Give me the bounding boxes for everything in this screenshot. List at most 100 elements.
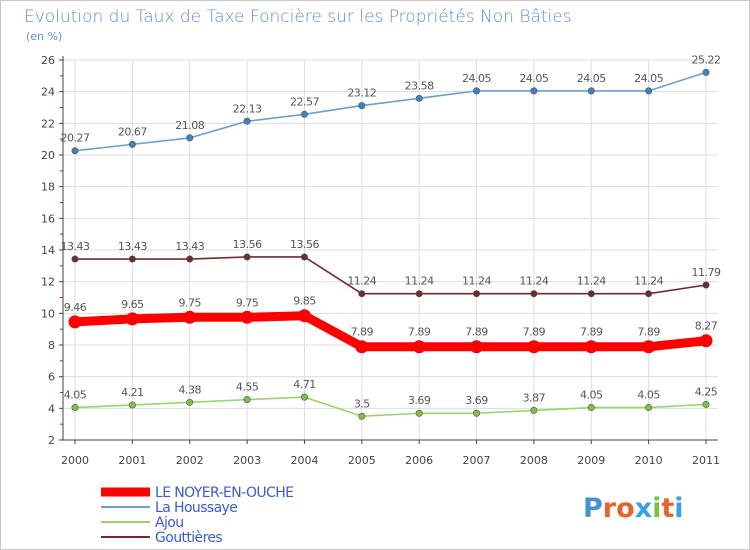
- y-tick-label: 2: [48, 434, 55, 447]
- data-point-ajou: [702, 400, 710, 408]
- data-point-le-noyer-en-ouche: [240, 310, 254, 324]
- data-point-ajou: [358, 412, 366, 420]
- data-point-ajou: [645, 404, 653, 412]
- data-label-ajou: 4.71: [293, 378, 316, 391]
- data-point-le-noyer-en-ouche: [527, 340, 541, 354]
- x-tick-label: 2008: [520, 454, 548, 467]
- x-tick-label: 2000: [61, 454, 89, 467]
- data-label-la-houssaye: 24.05: [519, 72, 548, 85]
- data-point-la-houssaye: [645, 87, 653, 95]
- data-point-ajou: [530, 406, 538, 414]
- x-tick-label: 2011: [692, 454, 720, 467]
- logo-letter: i: [652, 493, 661, 524]
- data-point-goutti-res: [473, 290, 481, 298]
- data-point-la-houssaye: [587, 87, 595, 95]
- legend-label: Gouttières: [155, 530, 222, 546]
- data-label-la-houssaye: 23.58: [405, 79, 434, 92]
- data-label-ajou: 4.05: [580, 389, 603, 402]
- data-point-le-noyer-en-ouche: [470, 340, 484, 354]
- data-point-goutti-res: [530, 290, 538, 298]
- data-label-le-noyer-en-ouche: 9.46: [64, 301, 87, 314]
- y-tick-label: 10: [41, 307, 55, 320]
- data-point-le-noyer-en-ouche: [412, 340, 426, 354]
- logo-letter: o: [616, 493, 635, 524]
- data-point-la-houssaye: [473, 87, 481, 95]
- data-label-ajou: 4.25: [695, 385, 718, 398]
- data-point-ajou: [415, 409, 423, 417]
- chart-subtitle: (en %): [26, 30, 62, 43]
- y-tick-label: 14: [41, 244, 55, 257]
- x-tick-label: 2010: [635, 454, 663, 467]
- data-point-la-houssaye: [128, 140, 136, 148]
- data-label-la-houssaye: 22.13: [233, 102, 262, 115]
- series: [68, 68, 713, 420]
- data-point-la-houssaye: [300, 110, 308, 118]
- data-label-le-noyer-en-ouche: 8.27: [695, 320, 718, 333]
- series-line-goutti-res: [74, 256, 707, 295]
- data-label-goutti-res: 11.24: [577, 275, 606, 288]
- data-label-goutti-res: 11.79: [692, 266, 721, 279]
- data-point-goutti-res: [300, 253, 308, 261]
- data-point-goutti-res: [243, 253, 251, 261]
- logo-letter: i: [674, 493, 683, 524]
- data-point-ajou: [243, 396, 251, 404]
- data-point-la-houssaye: [358, 102, 366, 110]
- y-tick-label: 4: [48, 402, 55, 415]
- data-label-la-houssaye: 20.67: [118, 125, 147, 138]
- logo-letter: x: [635, 493, 652, 524]
- data-label-ajou: 4.05: [64, 389, 87, 402]
- data-label-ajou: 4.55: [236, 381, 259, 394]
- data-label-goutti-res: 11.24: [634, 275, 663, 288]
- data-label-la-houssaye: 23.12: [347, 87, 376, 100]
- grid: [63, 59, 718, 441]
- data-label-la-houssaye: 25.22: [692, 53, 721, 66]
- data-label-le-noyer-en-ouche: 7.89: [351, 326, 374, 339]
- data-point-goutti-res: [128, 255, 136, 263]
- data-point-goutti-res: [358, 290, 366, 298]
- proxiti-logo-text: Proxiti: [583, 493, 684, 524]
- data-label-le-noyer-en-ouche: 7.89: [408, 326, 431, 339]
- x-tick-label: 2009: [577, 454, 605, 467]
- data-point-goutti-res: [645, 290, 653, 298]
- data-label-goutti-res: 13.43: [118, 240, 147, 253]
- x-tick-label: 2001: [118, 454, 146, 467]
- data-label-ajou: 4.05: [637, 389, 660, 402]
- data-label-le-noyer-en-ouche: 7.89: [637, 326, 660, 339]
- y-tick-label: 24: [41, 86, 55, 99]
- data-label-ajou: 3.69: [465, 394, 488, 407]
- data-point-le-noyer-en-ouche: [68, 315, 82, 329]
- y-tick-label: 18: [41, 181, 55, 194]
- data-point-ajou: [587, 404, 595, 412]
- data-point-la-houssaye: [186, 134, 194, 142]
- x-tick-label: 2002: [176, 454, 204, 467]
- logo-letter: r: [603, 493, 617, 524]
- data-label-ajou: 4.21: [121, 386, 144, 399]
- data-label-goutti-res: 13.56: [233, 238, 262, 251]
- data-label-la-houssaye: 22.57: [290, 95, 319, 108]
- legend-label: La Houssaye: [155, 500, 237, 516]
- y-tick-label: 20: [41, 149, 55, 162]
- data-point-la-houssaye: [530, 87, 538, 95]
- x-tick-label: 2007: [463, 454, 491, 467]
- data-point-le-noyer-en-ouche: [183, 310, 197, 324]
- x-tick-label: 2006: [405, 454, 433, 467]
- data-point-goutti-res: [71, 255, 79, 263]
- data-point-ajou: [300, 393, 308, 401]
- data-label-la-houssaye: 20.27: [61, 132, 90, 145]
- data-label-ajou: 4.38: [178, 383, 201, 396]
- data-point-le-noyer-en-ouche: [699, 334, 713, 348]
- data-label-le-noyer-en-ouche: 9.75: [178, 296, 201, 309]
- logo-letter: t: [661, 493, 674, 524]
- data-label-la-houssaye: 21.08: [175, 119, 204, 132]
- y-tick-label: 8: [48, 339, 55, 352]
- data-label-goutti-res: 11.24: [519, 275, 548, 288]
- y-tick-label: 6: [48, 371, 55, 384]
- data-label-ajou: 3.87: [523, 391, 546, 404]
- data-label-la-houssaye: 24.05: [634, 72, 663, 85]
- data-label-goutti-res: 11.24: [405, 275, 434, 288]
- data-label-le-noyer-en-ouche: 7.89: [465, 326, 488, 339]
- series-line-ajou: [74, 396, 707, 418]
